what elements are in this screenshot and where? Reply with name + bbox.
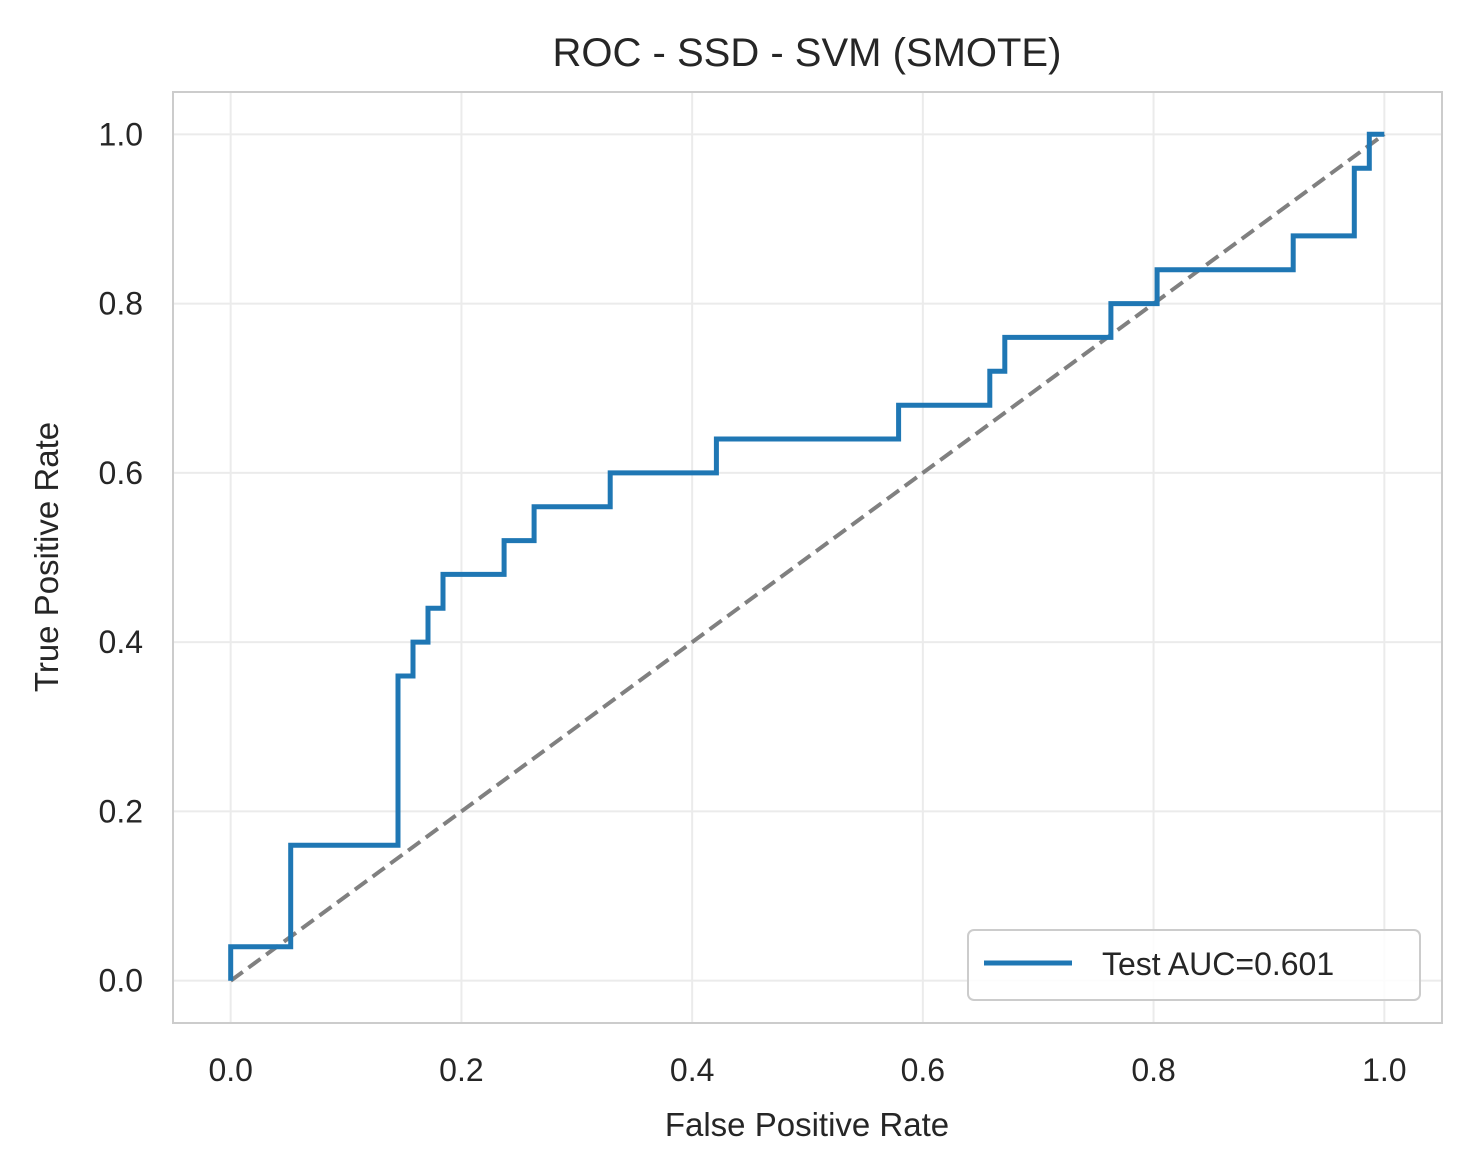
x-tick-label: 0.4 <box>670 1052 714 1088</box>
y-tick-label: 0.8 <box>99 286 143 322</box>
y-tick-label: 0.0 <box>99 963 143 999</box>
legend-label: Test AUC=0.601 <box>1102 946 1334 982</box>
series-layer <box>228 131 1386 983</box>
roc-curve-line <box>228 131 1385 981</box>
legend: Test AUC=0.601 <box>967 929 1421 1001</box>
y-tick-label: 0.2 <box>99 793 143 829</box>
x-tick-label: 0.8 <box>1131 1052 1175 1088</box>
legend-box <box>967 929 1421 1001</box>
x-tick-labels: 0.0 0.2 0.4 0.6 0.8 1.0 <box>208 1052 1406 1088</box>
x-tick-label: 0.6 <box>901 1052 945 1088</box>
chance-diagonal-line <box>229 132 1386 983</box>
x-axis-label: False Positive Rate <box>665 1106 949 1143</box>
y-tick-labels: 0.0 0.2 0.4 0.6 0.8 1.0 <box>99 116 143 998</box>
y-tick-label: 1.0 <box>99 116 143 152</box>
y-axis-label: True Positive Rate <box>28 422 65 692</box>
x-tick-label: 0.2 <box>439 1052 483 1088</box>
y-tick-label: 0.4 <box>99 624 143 660</box>
x-tick-label: 1.0 <box>1362 1052 1406 1088</box>
y-tick-label: 0.6 <box>99 455 143 491</box>
chart-title: ROC - SSD - SVM (SMOTE) <box>553 31 1062 75</box>
x-tick-label: 0.0 <box>208 1052 252 1088</box>
plot-frame <box>172 91 1443 1024</box>
grid-lines <box>173 92 1442 1023</box>
